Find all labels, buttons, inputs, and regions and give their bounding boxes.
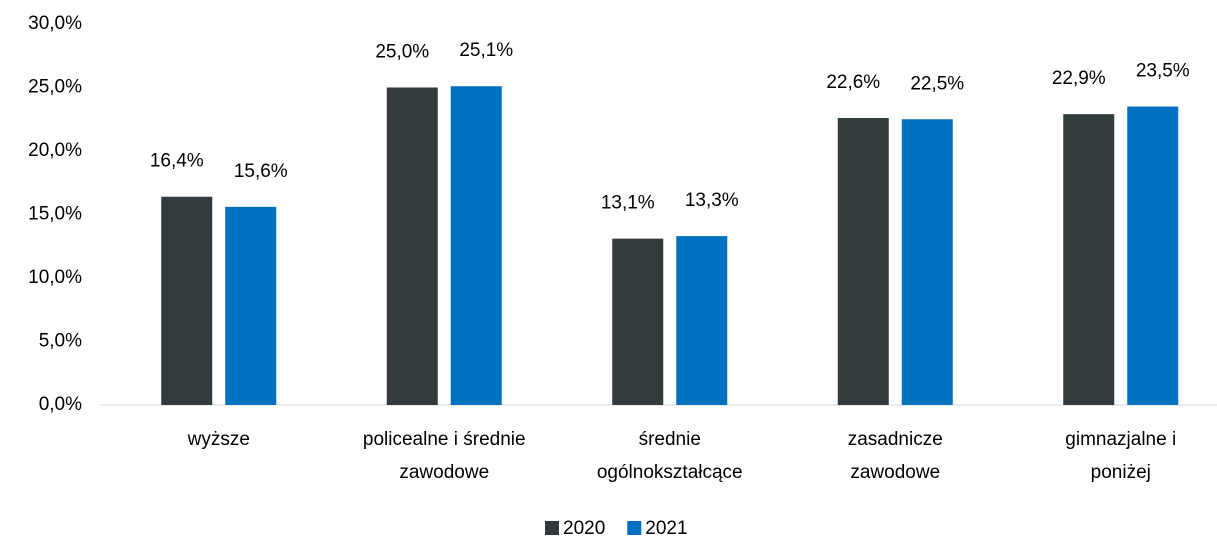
x-tick-label: ogólnokształcące	[597, 462, 743, 483]
data-label: 15,6%	[234, 161, 288, 182]
bar	[837, 117, 889, 405]
bar	[161, 196, 213, 405]
bar	[612, 238, 664, 405]
bar	[225, 206, 277, 405]
x-tick-label: średnie	[639, 429, 701, 450]
bar	[901, 119, 953, 405]
data-label: 25,0%	[375, 42, 429, 63]
data-label: 22,5%	[910, 73, 964, 94]
bar	[1127, 106, 1179, 406]
y-tick-label: 10,0%	[28, 267, 82, 288]
bar	[1063, 114, 1115, 406]
x-tick-label: policealne i średnie	[363, 429, 526, 450]
x-tick-label: gimnazjalne i	[1065, 429, 1176, 450]
x-tick-label: wyższe	[187, 429, 250, 450]
data-label: 13,3%	[685, 190, 739, 211]
data-label: 25,1%	[459, 40, 513, 61]
bar	[386, 87, 438, 405]
y-tick-label: 20,0%	[28, 140, 82, 161]
y-tick-label: 15,0%	[28, 204, 82, 225]
data-label: 16,4%	[150, 151, 204, 172]
x-tick-label: poniżej	[1091, 462, 1151, 483]
x-tick-label: zawodowe	[850, 462, 940, 483]
legend-label: 2021	[645, 518, 687, 539]
y-tick-label: 30,0%	[28, 13, 82, 34]
x-tick-label: zawodowe	[399, 462, 489, 483]
y-tick-label: 5,0%	[39, 331, 82, 352]
x-tick-label: zasadnicze	[848, 429, 943, 450]
data-label: 23,5%	[1136, 61, 1190, 82]
data-label: 22,9%	[1052, 68, 1106, 89]
data-label: 22,6%	[826, 72, 880, 93]
bar	[676, 236, 728, 405]
data-label: 13,1%	[601, 193, 655, 214]
y-tick-label: 0,0%	[39, 394, 82, 415]
legend-swatch	[627, 521, 642, 535]
y-tick-label: 25,0%	[28, 77, 82, 98]
legend-label: 2020	[563, 518, 605, 539]
bar	[450, 86, 502, 405]
legend-swatch	[545, 521, 559, 535]
